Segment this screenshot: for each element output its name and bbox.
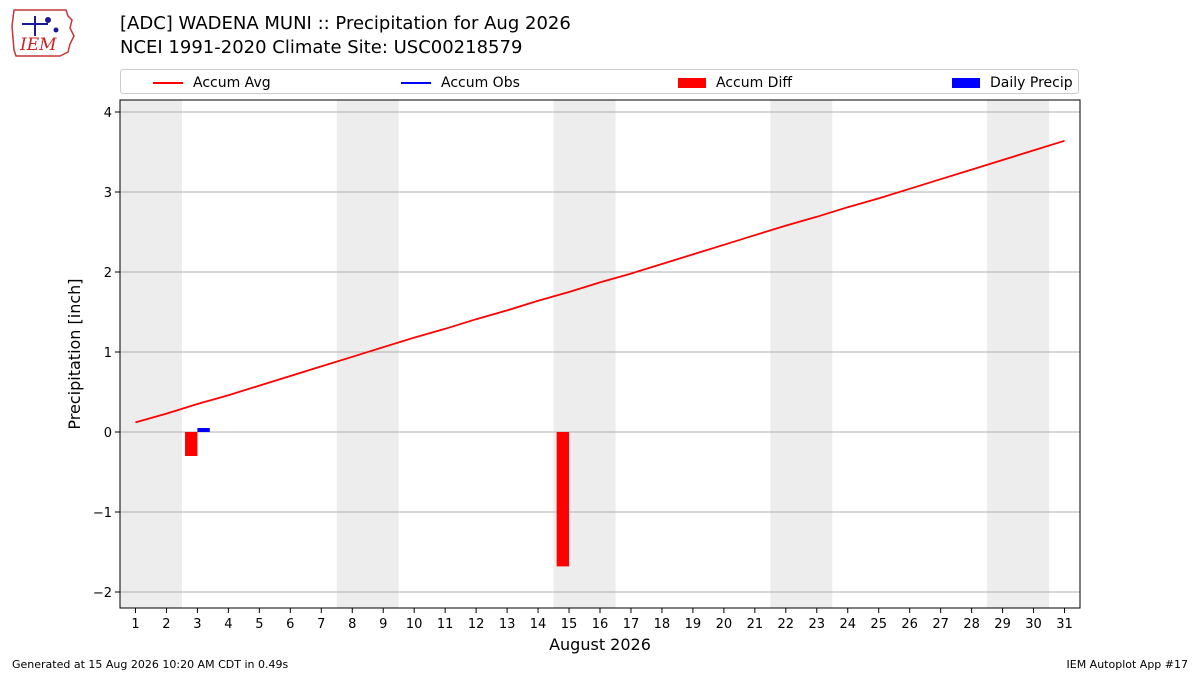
x-tick-label: 26	[901, 617, 918, 632]
x-tick-label: 16	[592, 617, 609, 632]
x-tick-label: 3	[193, 617, 201, 632]
legend-swatch-accum-diff	[678, 77, 706, 88]
x-tick-label: 9	[379, 617, 387, 632]
x-tick-label: 8	[348, 617, 356, 632]
x-tick-label: 20	[716, 617, 733, 632]
y-tick-label: 0	[104, 426, 112, 441]
legend-item-accum-diff: Accum Diff	[678, 70, 792, 95]
x-tick-label: 22	[778, 617, 795, 632]
x-tick-label: 29	[994, 617, 1011, 632]
x-tick-label: 13	[499, 617, 516, 632]
x-tick-label: 2	[162, 617, 170, 632]
footer-generated-note: Generated at 15 Aug 2026 10:20 AM CDT in…	[12, 658, 289, 671]
y-tick-label: 4	[104, 106, 112, 121]
legend-swatch-daily-precip	[952, 77, 980, 88]
x-tick-label: 30	[1025, 617, 1042, 632]
x-tick-label: 4	[224, 617, 232, 632]
x-tick-label: 17	[623, 617, 640, 632]
chart-subtitle: NCEI 1991-2020 Climate Site: USC00218579	[120, 37, 523, 58]
weekend-band	[120, 100, 182, 608]
x-tick-label: 21	[747, 617, 764, 632]
y-tick-label: −2	[93, 586, 112, 601]
weekend-band	[987, 100, 1050, 608]
legend-swatch-accum-obs	[401, 81, 431, 84]
weekend-band	[336, 100, 399, 608]
y-tick-label: 1	[104, 346, 112, 361]
legend-item-accum-avg: Accum Avg	[153, 70, 271, 95]
chart-title: [ADC] WADENA MUNI :: Precipitation for A…	[120, 13, 571, 34]
logo-text: IEM	[19, 35, 57, 55]
x-tick-label: 15	[561, 617, 578, 632]
x-tick-label: 25	[870, 617, 887, 632]
footer-app-id: IEM Autoplot App #17	[1066, 658, 1189, 671]
y-tick-label: −1	[93, 506, 112, 521]
legend-label-accum-avg: Accum Avg	[193, 74, 271, 91]
x-tick-label: 14	[530, 617, 547, 632]
legend-swatch-accum-avg	[153, 81, 183, 84]
x-tick-label: 23	[809, 617, 826, 632]
x-tick-label: 6	[286, 617, 294, 632]
x-tick-label: 5	[255, 617, 263, 632]
x-tick-label: 7	[317, 617, 325, 632]
legend-item-accum-obs: Accum Obs	[401, 70, 520, 95]
y-tick-label: 3	[104, 186, 112, 201]
chart-legend: Accum Avg Accum Obs Accum Diff Daily Pre…	[120, 69, 1079, 94]
weekend-band	[770, 100, 833, 608]
legend-label-accum-obs: Accum Obs	[441, 74, 520, 91]
accum-avg-line	[135, 139, 1065, 424]
x-tick-label: 24	[839, 617, 856, 632]
legend-label-daily-precip: Daily Precip	[990, 74, 1073, 91]
y-tick-label: 2	[104, 266, 112, 281]
legend-label-accum-diff: Accum Diff	[716, 74, 793, 91]
x-tick-label: 11	[437, 617, 454, 632]
x-tick-label: 28	[963, 617, 980, 632]
x-tick-label: 19	[685, 617, 702, 632]
x-tick-label: 1	[131, 617, 139, 632]
y-axis-label: Precipitation [inch]	[65, 278, 84, 429]
x-axis-label: August 2026	[549, 635, 651, 654]
x-tick-label: 27	[932, 617, 949, 632]
x-tick-label: 18	[654, 617, 671, 632]
x-tick-label: 31	[1056, 617, 1073, 632]
accum-diff-bar	[556, 432, 570, 567]
legend-item-daily-precip: Daily Precip	[952, 70, 1073, 95]
x-tick-label: 12	[468, 617, 485, 632]
x-tick-label: 10	[406, 617, 423, 632]
iem-logo: IEM	[11, 9, 75, 57]
accum-diff-bar	[185, 432, 198, 456]
daily-precip-bar	[197, 428, 210, 432]
